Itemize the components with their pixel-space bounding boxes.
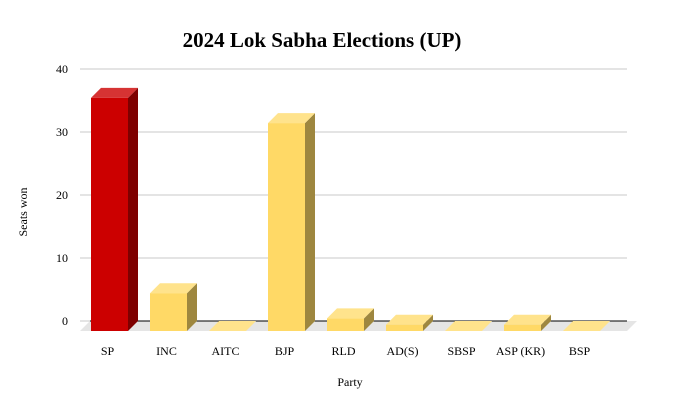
bar-rld — [327, 308, 374, 331]
bar-sbsp — [445, 321, 492, 331]
bar-side — [364, 308, 374, 331]
y-tick-label: 20 — [56, 188, 68, 202]
x-tick-label: SBSP — [447, 344, 475, 358]
bar-bsp — [563, 321, 610, 331]
bar-top — [386, 314, 433, 325]
x-axis-label: Party — [337, 375, 362, 389]
bar-front — [504, 324, 541, 331]
bar-top — [268, 113, 315, 124]
x-tick-label: SP — [101, 344, 115, 358]
x-tick-label: AITC — [212, 344, 240, 358]
bar-front — [327, 318, 364, 331]
y-tick-label: 10 — [56, 251, 68, 265]
bar-front — [386, 324, 423, 331]
bar-top — [91, 87, 138, 98]
bar-inc — [150, 283, 197, 331]
bar-side — [128, 87, 138, 332]
bar-sp — [91, 87, 138, 332]
bar-side — [305, 113, 315, 331]
bar-top — [327, 308, 374, 319]
y-axis-label: Seats won — [16, 188, 30, 237]
x-tick-label: INC — [156, 344, 177, 358]
y-axis-ticks: 0 10 20 30 40 — [56, 62, 68, 328]
x-axis-ticks: SP INC AITC BJP RLD AD(S) SBSP ASP (KR) BSP — [101, 344, 591, 358]
bar-front — [150, 293, 187, 331]
y-tick-label: 0 — [62, 314, 68, 328]
bar-top — [209, 321, 256, 331]
bars — [91, 87, 610, 332]
bar-aitc — [209, 321, 256, 331]
chart-title: 2024 Lok Sabha Elections (UP) — [183, 28, 462, 52]
bar-bjp — [268, 113, 315, 331]
bar-top — [504, 314, 551, 325]
bar-top — [445, 321, 492, 331]
bar-asp-kr- — [504, 314, 551, 331]
bar-top — [150, 283, 197, 294]
bar-side — [541, 314, 551, 331]
bar-side — [187, 283, 197, 331]
y-tick-label: 40 — [56, 62, 68, 76]
bar-top — [563, 321, 610, 331]
bar-front — [268, 123, 305, 331]
bar-ad-s- — [386, 314, 433, 331]
x-tick-label: ASP (KR) — [496, 344, 545, 358]
bar-side — [423, 314, 433, 331]
x-tick-label: AD(S) — [387, 344, 419, 358]
bar-front — [91, 97, 128, 332]
x-tick-label: RLD — [332, 344, 356, 358]
y-tick-label: 30 — [56, 125, 68, 139]
x-tick-label: BJP — [275, 344, 295, 358]
x-tick-label: BSP — [569, 344, 591, 358]
